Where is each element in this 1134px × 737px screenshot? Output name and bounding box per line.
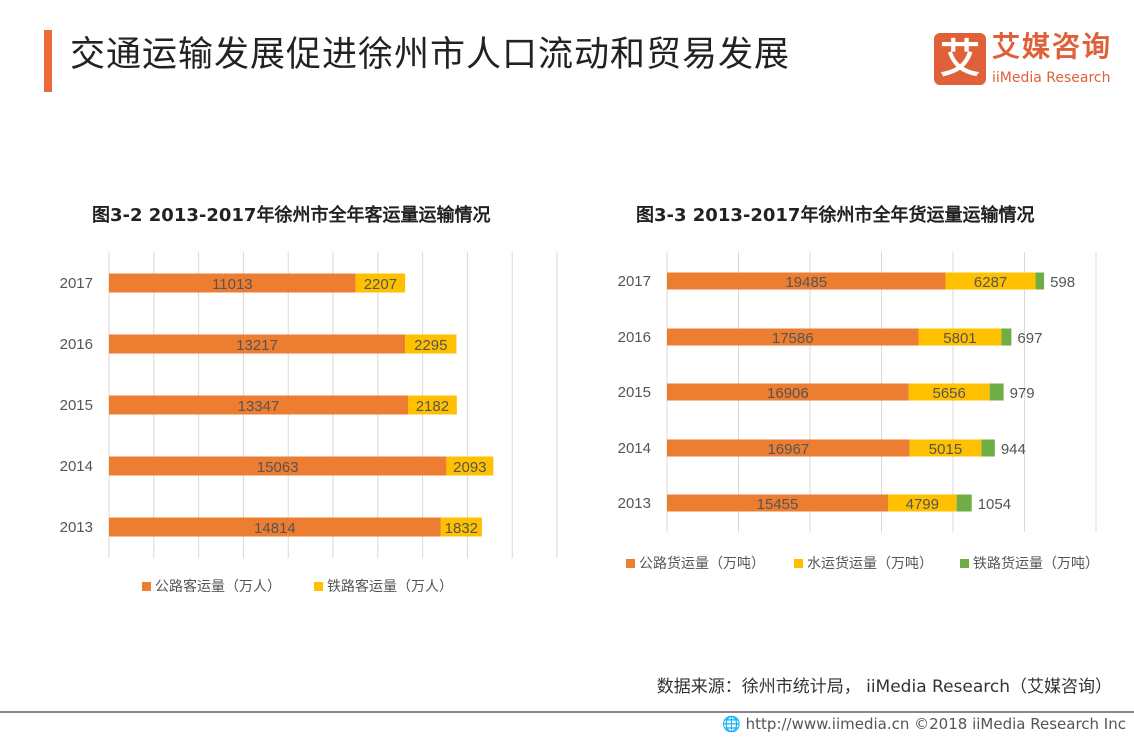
legend-swatch (626, 559, 635, 568)
legend-label: 铁路客运量（万人） (327, 578, 453, 595)
page-title: 交通运输发展促进徐州市人口流动和贸易发展 (70, 35, 791, 75)
bar-segment (1001, 328, 1012, 346)
bar-segment (109, 395, 408, 415)
source-note: 数据来源：徐州市统计局， iiMedia Research（艾媒咨询） (656, 677, 1112, 697)
bar-segment (918, 328, 1002, 346)
bar-segment (888, 494, 957, 512)
chart-title-freight: 图3-3 2013-2017年徐州市全年货运量运输情况 (636, 205, 1035, 226)
data-label: 17586 (772, 330, 814, 347)
legend-swatch (794, 559, 803, 568)
data-label: 14814 (254, 520, 296, 537)
data-label: 19485 (785, 274, 827, 291)
legend-swatch (960, 559, 969, 568)
category-label: 2014 (618, 440, 651, 457)
bar-segment (667, 494, 889, 512)
footer-divider (0, 711, 1134, 713)
footer-text: 🌐 http://www.iimedia.cn ©2018 iiMedia Re… (722, 715, 1126, 733)
logo-mark: 艾 (934, 33, 986, 85)
bar-segment (109, 456, 447, 476)
category-label: 2015 (60, 397, 93, 414)
legend-label: 公路客运量（万人） (155, 578, 281, 595)
data-label: 16906 (767, 385, 809, 402)
chart-title-passenger: 图3-2 2013-2017年徐州市全年客运量运输情况 (92, 205, 491, 226)
data-label: 598 (1050, 274, 1075, 291)
bar-segment (109, 334, 406, 354)
bar-segment (405, 334, 457, 354)
data-label: 11013 (212, 276, 253, 293)
category-label: 2013 (60, 519, 93, 536)
legend-swatch (142, 582, 151, 591)
data-label: 1832 (445, 520, 478, 537)
bar-segment (109, 517, 441, 537)
category-label: 2017 (618, 273, 651, 290)
data-label: 2093 (453, 459, 486, 476)
legend-label: 铁路货运量（万吨） (973, 555, 1099, 572)
data-label: 1054 (978, 496, 1011, 513)
bar-segment (355, 273, 406, 293)
data-label: 13217 (236, 337, 278, 354)
logo-en: iiMedia Research (992, 70, 1111, 86)
data-label: 697 (1017, 330, 1042, 347)
bar-segment (440, 517, 482, 537)
data-label: 5656 (933, 385, 966, 402)
legend-label: 公路货运量（万吨） (639, 555, 765, 572)
category-label: 2013 (618, 495, 651, 512)
bar-segment (667, 439, 910, 457)
bar-segment (667, 328, 919, 346)
category-label: 2014 (60, 458, 93, 475)
data-label: 16967 (767, 441, 809, 458)
bar-segment (667, 272, 946, 290)
legend-label: 水运货运量（万吨） (807, 555, 933, 572)
bar-segment (667, 383, 909, 401)
logo: 艾 艾媒咨询 iiMedia Research (934, 31, 1124, 88)
legend-swatch (314, 582, 323, 591)
logo-cn: 艾媒咨询 (992, 30, 1113, 63)
data-label: 5015 (929, 441, 962, 458)
title-accent-bar (44, 30, 52, 92)
category-label: 2016 (60, 336, 93, 353)
bar-segment (989, 383, 1004, 401)
data-label: 2182 (416, 398, 449, 415)
bar-segment (981, 439, 995, 457)
data-label: 13347 (238, 398, 280, 415)
data-label: 15455 (757, 496, 799, 513)
data-label: 4799 (906, 496, 939, 513)
category-label: 2016 (618, 329, 651, 346)
bar-segment (908, 383, 990, 401)
data-label: 6287 (974, 274, 1007, 291)
data-label: 944 (1001, 441, 1026, 458)
bar-segment (407, 395, 457, 415)
bar-segment (956, 494, 972, 512)
category-label: 2017 (60, 275, 93, 292)
bar-segment (909, 439, 982, 457)
data-label: 5801 (943, 330, 976, 347)
data-label: 979 (1010, 385, 1035, 402)
bar-segment (1035, 272, 1045, 290)
data-label: 2295 (414, 337, 447, 354)
data-label: 15063 (257, 459, 299, 476)
category-label: 2015 (618, 384, 651, 401)
bar-segment (446, 456, 494, 476)
bar-segment (945, 272, 1036, 290)
bar-segment (109, 273, 356, 293)
data-label: 2207 (364, 276, 397, 293)
